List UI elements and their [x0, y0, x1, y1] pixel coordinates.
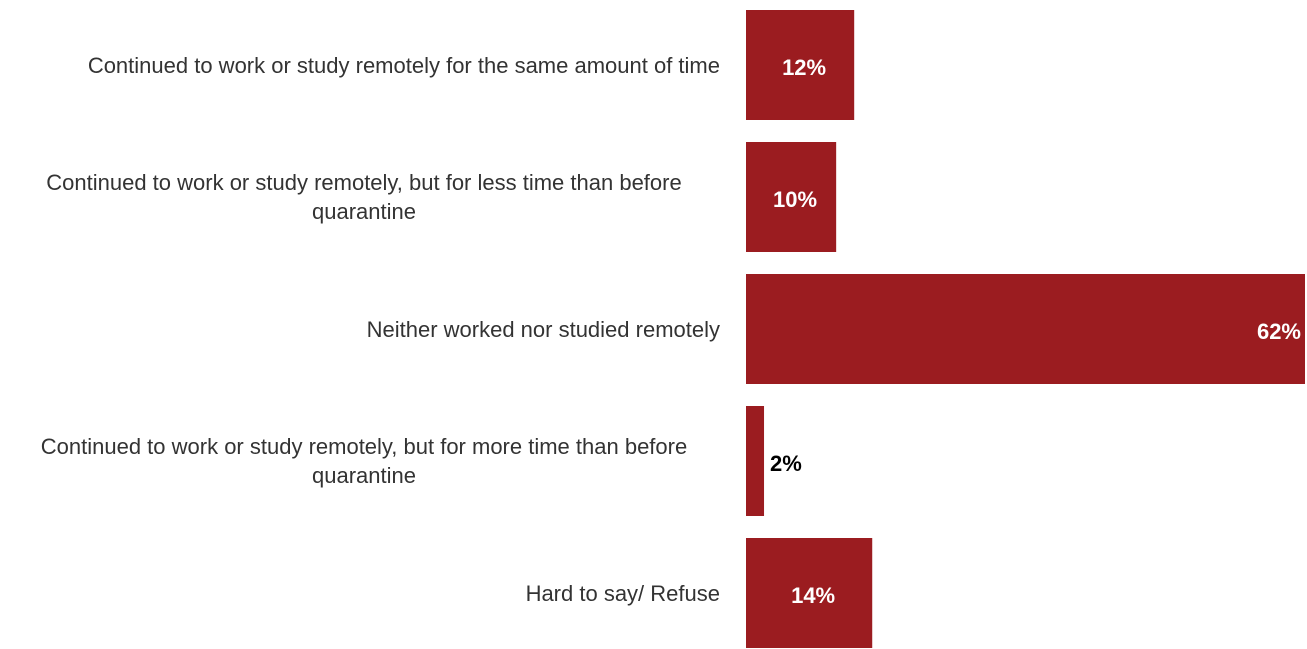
category-label: Neither worked nor studied remotely	[366, 316, 720, 342]
category-label: Continued to work or study remotely for …	[87, 52, 720, 78]
bar	[746, 142, 837, 252]
category-label-box: Continued to work or study remotely for …	[0, 10, 720, 120]
value-label: 14%	[791, 583, 835, 608]
category-label-box: Hard to say/ Refuse	[0, 538, 720, 648]
category-label-box: Continued to work or study remotely, but…	[0, 406, 720, 516]
category-label-box: Neither worked nor studied remotely	[0, 274, 720, 384]
category-label: Continued to work or study remotely, but…	[40, 434, 688, 488]
category-label-box: Continued to work or study remotely, but…	[0, 142, 720, 252]
bar	[746, 10, 855, 120]
value-label: 10%	[773, 187, 817, 212]
value-label: 12%	[782, 55, 826, 80]
category-label: Hard to say/ Refuse	[525, 580, 720, 606]
value-label: 62%	[1257, 319, 1301, 344]
bar	[746, 538, 873, 648]
value-label: 2%	[770, 451, 802, 476]
bar	[746, 406, 765, 516]
bar	[746, 274, 1305, 384]
category-label: Continued to work or study remotely, but…	[46, 170, 682, 224]
